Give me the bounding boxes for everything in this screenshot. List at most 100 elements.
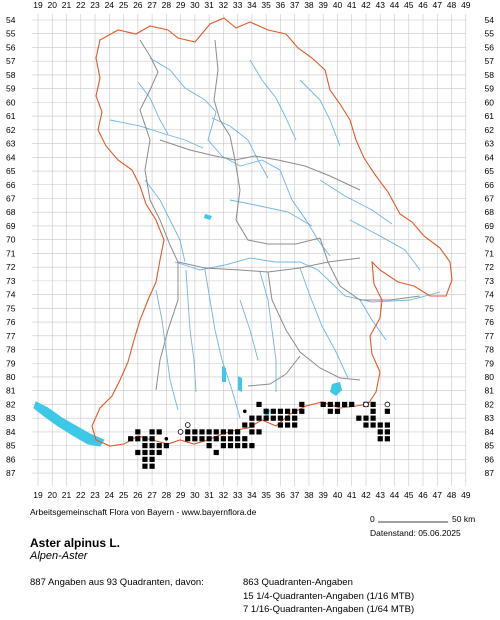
record-square bbox=[341, 401, 348, 408]
record-square bbox=[149, 443, 155, 449]
record-square bbox=[292, 422, 298, 428]
records-layer bbox=[128, 401, 391, 469]
x-label-bottom: 28 bbox=[162, 490, 172, 500]
x-label-bottom: 40 bbox=[333, 490, 343, 500]
record-square bbox=[235, 429, 241, 435]
district-borders bbox=[139, 39, 421, 391]
record-square bbox=[270, 415, 276, 421]
record-small-dot bbox=[242, 409, 247, 414]
record-square bbox=[242, 436, 248, 442]
y-label-right: 78 bbox=[485, 345, 495, 355]
y-label-right: 75 bbox=[485, 303, 495, 313]
x-label-top: 26 bbox=[133, 0, 143, 10]
y-label-right: 57 bbox=[485, 56, 495, 66]
y-label-left: 75 bbox=[6, 303, 16, 313]
x-label-bottom: 38 bbox=[304, 490, 314, 500]
record-square bbox=[206, 443, 212, 449]
record-square bbox=[384, 429, 390, 435]
record-square bbox=[249, 415, 255, 421]
record-square bbox=[220, 429, 226, 435]
y-label-left: 69 bbox=[6, 221, 16, 231]
count-sixteenth-quadrant: 7 1/16-Quadranten-Angaben (1/64 MTB) bbox=[243, 604, 415, 615]
record-square bbox=[277, 422, 284, 428]
y-label-right: 82 bbox=[485, 399, 495, 409]
axis-labels: 19 19 20 20 21 21 22 22 23 23 24 24 25 25 26 26 27 27 28 28… bbox=[6, 0, 494, 500]
record-square bbox=[192, 429, 198, 435]
y-label-right: 66 bbox=[485, 180, 495, 190]
record-square bbox=[156, 443, 162, 449]
record-square bbox=[377, 429, 383, 435]
y-label-right: 64 bbox=[485, 152, 495, 162]
record-open-circle bbox=[177, 429, 184, 435]
y-label-right: 69 bbox=[485, 221, 495, 231]
y-label-right: 58 bbox=[485, 70, 495, 80]
record-square bbox=[142, 463, 148, 469]
record-square bbox=[149, 463, 155, 469]
x-label-bottom: 34 bbox=[247, 490, 257, 500]
record-square bbox=[213, 436, 219, 442]
y-label-right: 54 bbox=[485, 15, 495, 25]
x-label-bottom: 19 bbox=[33, 490, 43, 500]
x-label-bottom: 32 bbox=[219, 490, 229, 500]
record-square bbox=[277, 415, 284, 421]
record-square bbox=[249, 422, 255, 428]
y-label-right: 77 bbox=[485, 331, 495, 341]
lake-ammersee bbox=[222, 366, 226, 382]
record-square bbox=[256, 415, 262, 421]
record-square bbox=[149, 436, 155, 442]
record-square bbox=[206, 436, 212, 442]
y-label-left: 86 bbox=[6, 454, 16, 464]
record-square bbox=[227, 436, 234, 442]
y-label-right: 84 bbox=[485, 427, 495, 437]
y-label-right: 56 bbox=[485, 42, 495, 52]
record-square bbox=[249, 429, 255, 435]
record-square bbox=[263, 408, 269, 414]
lake-brombach bbox=[204, 214, 212, 220]
x-label-bottom: 22 bbox=[76, 490, 86, 500]
x-label-top: 38 bbox=[304, 0, 314, 10]
x-label-top: 45 bbox=[404, 0, 414, 10]
record-square bbox=[249, 443, 255, 449]
record-square bbox=[156, 429, 162, 435]
x-label-bottom: 43 bbox=[376, 490, 386, 500]
x-label-top: 49 bbox=[461, 0, 471, 10]
x-label-top: 34 bbox=[247, 0, 257, 10]
x-label-bottom: 49 bbox=[461, 490, 471, 500]
x-label-bottom: 47 bbox=[433, 490, 443, 500]
x-label-bottom: 21 bbox=[62, 490, 72, 500]
record-small-dot bbox=[335, 402, 340, 407]
scale-end: 50 km bbox=[452, 514, 475, 524]
record-square bbox=[377, 436, 383, 442]
x-label-top: 28 bbox=[162, 0, 172, 10]
record-square bbox=[334, 408, 341, 414]
y-label-left: 58 bbox=[6, 70, 16, 80]
x-label-top: 44 bbox=[390, 0, 400, 10]
y-label-right: 85 bbox=[485, 441, 495, 451]
x-label-bottom: 20 bbox=[48, 490, 58, 500]
x-label-top: 48 bbox=[447, 0, 457, 10]
record-square bbox=[156, 449, 162, 456]
y-label-right: 76 bbox=[485, 317, 495, 327]
x-label-bottom: 30 bbox=[190, 490, 200, 500]
record-square bbox=[213, 449, 219, 456]
record-square bbox=[185, 429, 191, 435]
x-label-top: 30 bbox=[190, 0, 200, 10]
x-label-top: 19 bbox=[33, 0, 43, 10]
y-label-right: 71 bbox=[485, 248, 495, 258]
rivers bbox=[109, 57, 441, 419]
x-label-bottom: 29 bbox=[176, 490, 186, 500]
record-open-circle bbox=[184, 422, 191, 428]
x-label-bottom: 26 bbox=[133, 490, 143, 500]
grid-lines bbox=[32, 14, 467, 486]
summary-count: 887 Angaben aus 93 Quadranten, davon: bbox=[30, 577, 204, 588]
y-label-left: 55 bbox=[6, 29, 16, 39]
y-label-right: 60 bbox=[485, 97, 495, 107]
y-label-right: 81 bbox=[485, 386, 495, 396]
record-square bbox=[220, 443, 226, 449]
record-square bbox=[163, 443, 169, 449]
record-square bbox=[377, 422, 383, 428]
record-square bbox=[292, 415, 298, 421]
x-label-bottom: 35 bbox=[261, 490, 271, 500]
record-square bbox=[149, 429, 155, 435]
y-label-left: 83 bbox=[6, 413, 16, 423]
